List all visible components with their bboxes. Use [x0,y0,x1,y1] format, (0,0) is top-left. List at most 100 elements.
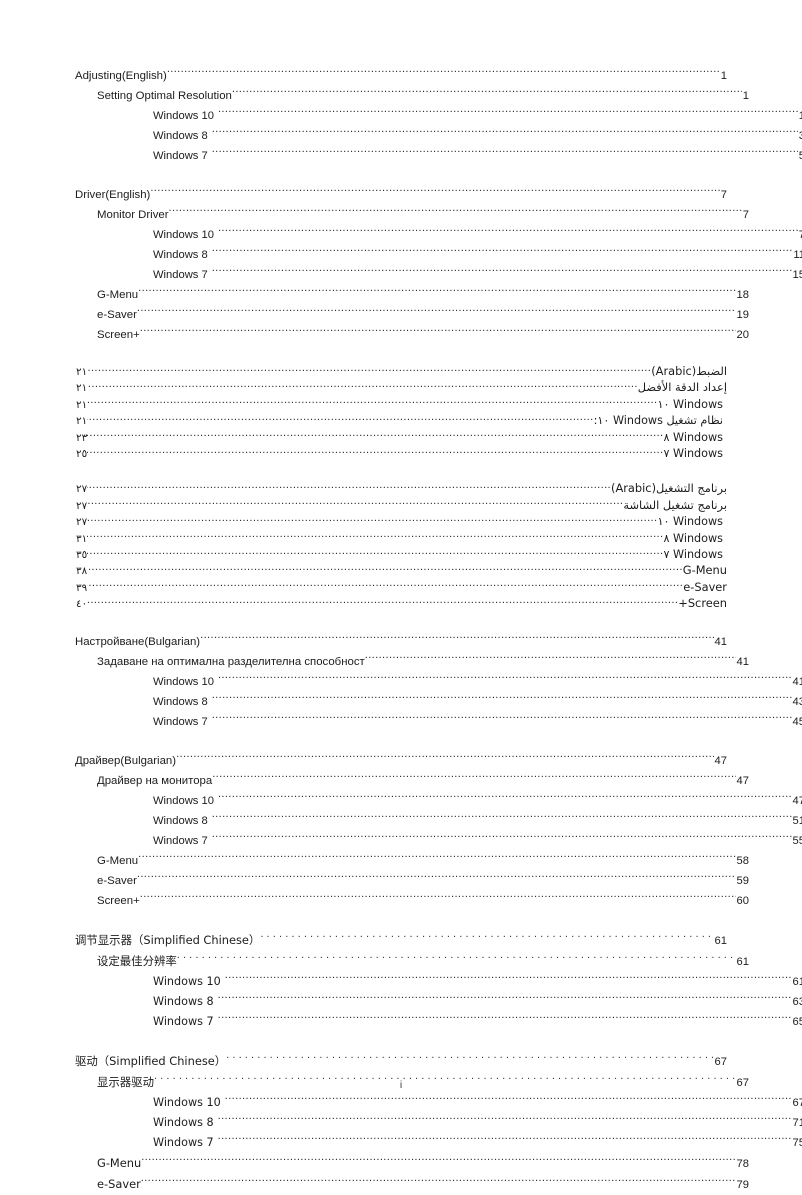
toc-entry-page-number: ٢١ [76,416,88,428]
toc-entry[interactable]: Screen+ ٤٠ [75,596,727,612]
toc-entry[interactable]: Задаване на оптимална разделителна спосо… [97,652,749,672]
toc-dot-leader [87,563,683,574]
toc-entry-page-number: 75 [792,1136,802,1149]
toc-entry[interactable]: Windows 7 75 [153,1133,802,1153]
toc-entry-page-number: 45 [792,715,802,728]
toc-entry[interactable]: G-Menu 78 [97,1153,749,1174]
toc-dot-leader [87,498,623,509]
toc-entry[interactable]: e-Saver 79 [97,1174,749,1195]
toc-entry-title: Драйвер на монитора [97,774,213,787]
toc-entry[interactable]: Windows ٨ ٣١ [75,531,727,547]
toc-entry[interactable]: Windows 8 3 [153,126,802,146]
toc-entry-title: Задаване на оптимална разделителна спосо… [97,655,365,668]
toc-entry[interactable]: Windows ١٠ ٢١ [75,397,727,413]
toc-entry-page-number: ٢١ [76,383,88,395]
toc-dot-leader [176,753,713,764]
toc-entry-page-number: 63 [792,995,802,1008]
toc-entry[interactable]: 驱动（Simplified Chinese） 67 [75,1051,727,1072]
toc-entry[interactable]: 调节显示器（Simplified Chinese） 61 [75,930,727,951]
toc-entry-page-number: 78 [736,1157,749,1170]
toc-dot-leader [138,287,735,298]
toc-entry[interactable]: Windows 10 41 [153,672,802,692]
toc-entry[interactable]: Windows 7 65 [153,1012,802,1032]
toc-entry-page-number: 15 [792,269,802,281]
toc-entry[interactable]: إعداد الدقة الأفضل ٢١ [75,380,727,396]
toc-entry[interactable]: e-Saver 19 [97,305,749,325]
toc-entry-title: Windows 10 [153,974,221,988]
toc-entry-title: Driver(English) [75,189,151,201]
toc-entry-page-number: 41 [792,675,802,688]
toc-entry-page-number: ٢٧ [76,500,88,512]
toc-group-driver-chinese: 驱动（Simplified Chinese）67显示器驱动67Windows 1… [75,1051,802,1195]
toc-entry[interactable]: Windows ٨ ٢٣ [75,430,727,446]
toc-entry-page-number: 47 [736,774,749,787]
toc-entry[interactable]: الضبط(Arabic) ٢١ [75,364,727,380]
toc-entry[interactable]: Windows 10 61 [153,972,802,992]
toc-entry-title: 设定最佳分辨率 [97,953,177,968]
toc-entry-title: G-Menu [97,289,139,301]
toc-entry[interactable]: 显示器驱动 67 [97,1072,749,1093]
toc-entry[interactable]: Windows 7 55 [153,831,802,851]
toc-entry-title: Adjusting(English) [75,70,167,82]
toc-dot-leader [212,813,792,824]
toc-entry[interactable]: G-Menu 58 [97,851,749,871]
toc-entry[interactable]: Windows 8 71 [153,1113,802,1133]
toc-dot-leader [218,108,798,119]
toc-entry[interactable]: برنامج تشغيل الشاشة ٢٧ [75,498,727,514]
toc-entry[interactable]: Windows 8 63 [153,992,802,1012]
toc-dot-leader [232,88,742,99]
toc-entry[interactable]: Windows 10 47 [153,791,802,811]
toc-entry[interactable]: Драйвер(Bulgarian) 47 [75,751,727,771]
toc-group-adjusting-bulgarian: Настройване(Bulgarian) 41 Задаване на опти… [75,632,802,732]
toc-dot-leader [138,853,735,864]
toc-entry-page-number: ٢٥ [76,449,88,461]
toc-entry[interactable]: 设定最佳分辨率 61 [97,951,749,972]
toc-entry[interactable]: e-Saver 59 [97,871,749,891]
toc-entry[interactable]: Windows ١٠ ٢٧ [75,514,727,530]
toc-dot-leader [87,364,651,375]
toc-entry-title: Windows 7 [153,269,208,281]
toc-entry[interactable]: e-Saver ٣٩ [75,580,727,596]
toc-entry[interactable]: Windows 7 5 [153,146,802,166]
toc-dot-leader [218,227,798,238]
toc-entry-title: Monitor Driver [97,209,169,221]
toc-entry[interactable]: Windows 8 43 [153,692,802,712]
toc-entry-page-number: 7 [798,229,802,241]
toc-entry[interactable]: Windows 7 45 [153,712,802,732]
toc-entry[interactable]: Windows 8 51 [153,811,802,831]
toc-entry-title: Windows ١٠ [657,515,723,529]
toc-entry[interactable]: Windows 10 1 [153,106,802,126]
toc-entry-title: Screen+ [97,329,140,341]
toc-entry[interactable]: برنامج التشغيل(Arabic) ٢٧ [75,481,727,497]
toc-dot-leader [260,933,713,944]
toc-entry[interactable]: Screen+ 20 [97,325,749,345]
toc-entry[interactable]: Настройване(Bulgarian) 41 [75,632,727,652]
toc-entry-title: Setting Optimal Resolution [97,90,232,102]
toc-entry-page-number: 67 [792,1096,802,1109]
toc-entry[interactable]: Windows 7 15 [153,265,802,285]
toc-entry[interactable]: Monitor Driver 7 [97,205,749,225]
toc-entry[interactable]: G-Menu 18 [97,285,749,305]
toc-entry-title: Windows 7 [153,150,208,162]
toc-entry[interactable]: Windows 10 7 [153,225,802,245]
toc-entry-page-number: 41 [736,655,749,668]
toc-dot-leader [212,128,798,139]
toc-entry[interactable]: Adjusting(English) 1 [75,66,727,86]
toc-entry[interactable]: نظام تشغيل Windows ١٠: ٢١ [75,413,727,429]
toc-entry[interactable]: Setting Optimal Resolution 1 [97,86,749,106]
toc-entry[interactable]: Windows 8 11 [153,245,802,265]
toc-entry[interactable]: G-Menu ٣٨ [75,563,727,579]
toc-entry[interactable]: Driver(English) 7 [75,185,727,205]
toc-entry-page-number: 59 [736,874,749,887]
toc-entry-page-number: 5 [798,150,802,162]
toc-entry-page-number: ٢٧ [76,517,88,529]
toc-entry[interactable]: Windows 10 67 [153,1093,802,1113]
toc-entry[interactable]: Драйвер на монитора 47 [97,771,749,791]
toc-entry[interactable]: Screen+ 60 [97,891,749,911]
toc-entry[interactable]: Windows ٧ ٢٥ [75,446,727,462]
toc-entry[interactable]: Windows ٧ ٣٥ [75,547,727,563]
